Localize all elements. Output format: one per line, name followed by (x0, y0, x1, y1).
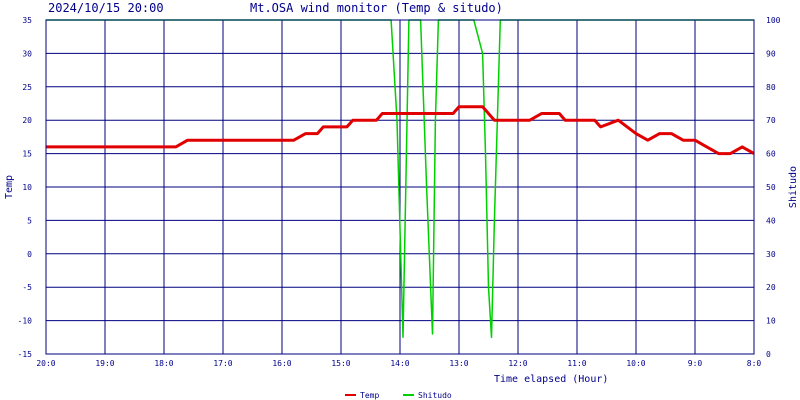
y-tick-label-left: 15 (22, 150, 32, 159)
y-tick-label-right: 70 (766, 116, 776, 125)
y-tick-label-left: 35 (22, 16, 32, 25)
y-tick-label-right: 90 (766, 49, 776, 58)
grid (45, 19, 755, 355)
x-tick-label: 20:0 (36, 359, 55, 368)
x-tick-label: 19:0 (95, 359, 114, 368)
chart-title: Mt.OSA wind monitor (Temp & situdo) (250, 1, 503, 15)
y-tick-label-left: -15 (18, 350, 33, 359)
y-tick-label-right: 30 (766, 250, 776, 259)
x-tick-label: 8:0 (747, 359, 762, 368)
tick-labels: 20:0 19:0 18:0 17:0 16:0 15:0 14:0 13:0 12:0 11:0… (18, 16, 781, 368)
y-tick-label-left: 10 (22, 183, 32, 192)
x-tick-label: 9:0 (688, 359, 703, 368)
legend: Temp Shitudo (345, 391, 452, 400)
x-tick-label: 11:0 (567, 359, 586, 368)
y-tick-label-left: 5 (27, 216, 32, 225)
x-tick-label: 10:0 (626, 359, 645, 368)
x-tick-label: 14:0 (390, 359, 409, 368)
legend-shitudo-label: Shitudo (418, 391, 452, 400)
legend-temp-label: Temp (360, 391, 379, 400)
y-tick-label-left: 20 (22, 116, 32, 125)
y-tick-label-right: 100 (766, 16, 781, 25)
y-tick-label-right: 20 (766, 283, 776, 292)
y-tick-label-right: 80 (766, 83, 776, 92)
x-tick-label: 17:0 (213, 359, 232, 368)
y-tick-label-left: 25 (22, 83, 32, 92)
x-tick-label: 12:0 (508, 359, 527, 368)
plot-frame (45, 19, 755, 355)
header-datetime: 2024/10/15 20:00 (48, 1, 164, 15)
temp-series-line (46, 105, 755, 156)
x-tick-label: 16:0 (272, 359, 291, 368)
y-tick-label-right: 40 (766, 216, 776, 225)
x-axis-label: Time elapsed (Hour) (494, 374, 608, 385)
y-axis-label-right: Shitudo (788, 166, 799, 208)
y-axis-label-left: Temp (4, 175, 15, 199)
y-tick-label-left: 30 (22, 49, 32, 58)
y-tick-label-left: 0 (27, 250, 32, 259)
y-tick-label-right: 50 (766, 183, 776, 192)
y-tick-label-right: 0 (766, 350, 771, 359)
y-tick-label-left: -5 (22, 283, 32, 292)
y-tick-label-right: 60 (766, 150, 776, 159)
x-tick-label: 18:0 (154, 359, 173, 368)
y-tick-label-left: -10 (18, 317, 33, 326)
x-tick-label: 13:0 (449, 359, 468, 368)
x-tick-label: 15:0 (331, 359, 350, 368)
y-tick-label-right: 10 (766, 317, 776, 326)
